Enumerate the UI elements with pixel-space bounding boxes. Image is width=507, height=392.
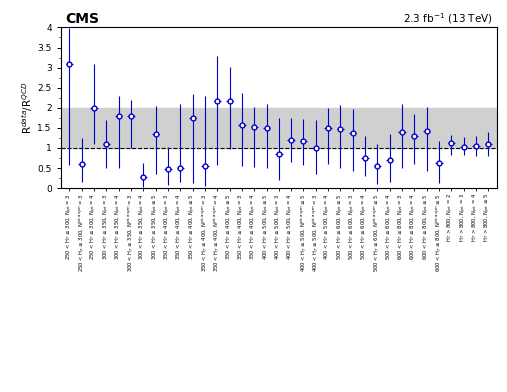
Text: 2.3 fb$^{-1}$ (13 TeV): 2.3 fb$^{-1}$ (13 TeV) [403, 11, 492, 26]
Text: CMS: CMS [65, 12, 99, 26]
Bar [61, 108, 497, 148]
Y-axis label: R$^{data}$/R$^{QCD}$: R$^{data}$/R$^{QCD}$ [20, 82, 34, 134]
